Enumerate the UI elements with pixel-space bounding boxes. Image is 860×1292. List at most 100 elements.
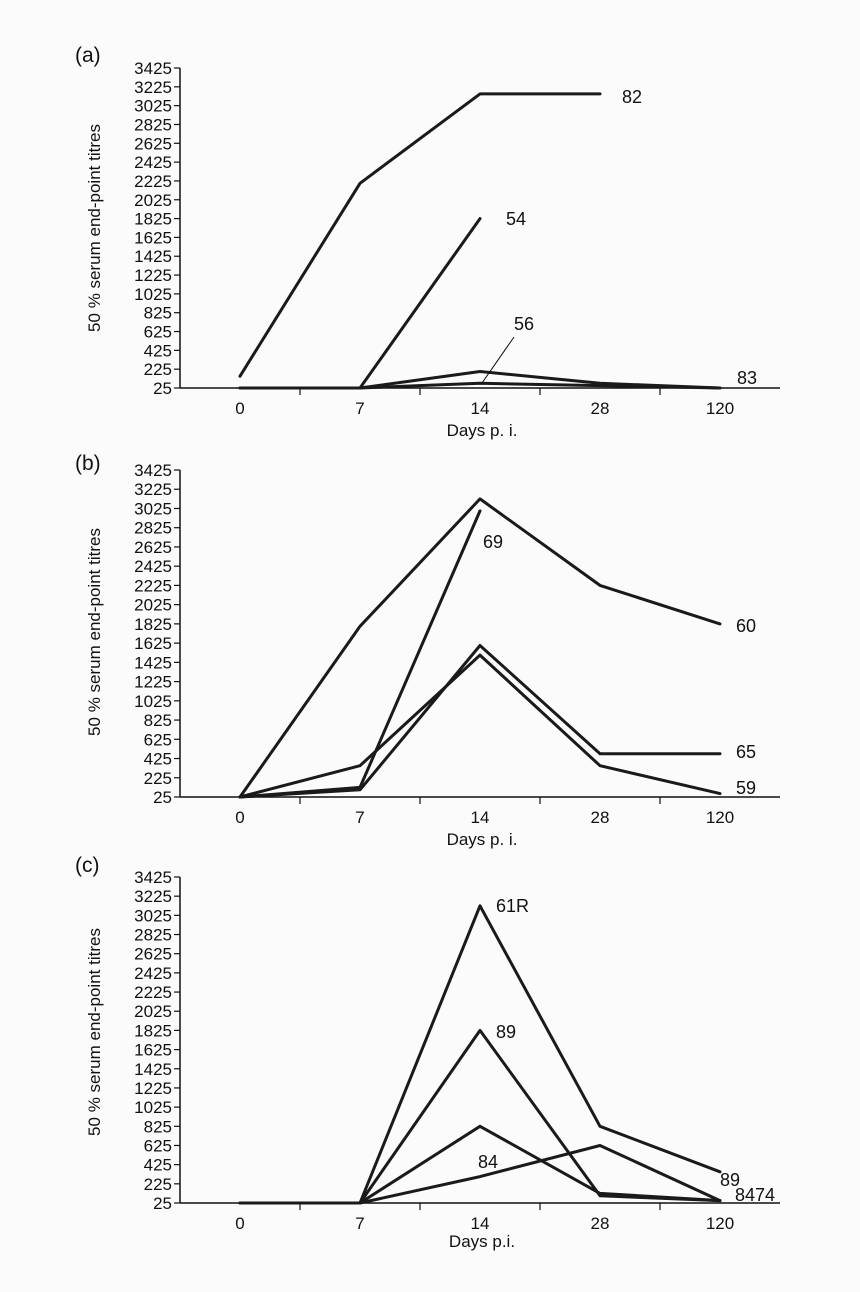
y-tick-label: 625 xyxy=(144,730,172,749)
y-tick-label: 25 xyxy=(153,1194,172,1213)
y-tick-label: 1425 xyxy=(134,653,172,672)
panel-b-lines xyxy=(238,497,722,799)
series-line-69 xyxy=(238,509,482,799)
y-tick-label: 2825 xyxy=(134,519,172,538)
y-tick-label: 1625 xyxy=(134,634,172,653)
series-line-82 xyxy=(238,92,602,378)
panel-c-y-ticks: 3425322530252825262524252225202518251625… xyxy=(134,868,180,1213)
series-label-56: 56 xyxy=(514,314,534,334)
panel-b-y-ticks: 3425322530252825262524252225202518251625… xyxy=(134,461,180,807)
series-label-61R: 61R xyxy=(496,896,529,916)
y-tick-label: 425 xyxy=(144,750,172,769)
y-tick-label: 1025 xyxy=(134,692,172,711)
panel-a-ylabel: 50 % serum end-point titres xyxy=(85,124,104,332)
x-tick-label: 7 xyxy=(355,399,364,418)
series-line-59 xyxy=(238,653,722,799)
y-tick-label: 2425 xyxy=(134,964,172,983)
series-label-54: 54 xyxy=(506,209,526,229)
y-tick-label: 25 xyxy=(153,788,172,807)
y-tick-label: 625 xyxy=(144,1136,172,1155)
x-tick-label: 14 xyxy=(471,399,490,418)
y-tick-label: 2225 xyxy=(134,576,172,595)
y-tick-label: 3225 xyxy=(134,887,172,906)
y-tick-label: 825 xyxy=(144,304,172,323)
y-tick-label: 825 xyxy=(144,711,172,730)
y-tick-label: 2025 xyxy=(134,191,172,210)
y-tick-label: 3025 xyxy=(134,97,172,116)
y-tick-label: 1025 xyxy=(134,1098,172,1117)
panel-b-x-ticks: 0 7 14 28 120 xyxy=(235,797,734,827)
y-tick-label: 2625 xyxy=(134,134,172,153)
y-tick-label: 2625 xyxy=(134,945,172,964)
y-tick-label: 25 xyxy=(153,379,172,398)
panel-a-x-ticks: 0 7 14 28 120 xyxy=(235,388,734,418)
y-tick-label: 3425 xyxy=(134,461,172,480)
panel-a-xlabel: Days p. i. xyxy=(447,421,518,440)
y-tick-label: 1625 xyxy=(134,228,172,247)
y-tick-label: 2825 xyxy=(134,926,172,945)
panel-b-ylabel: 50 % serum end-point titres xyxy=(85,528,104,736)
x-tick-label: 120 xyxy=(706,1214,734,1233)
y-tick-label: 225 xyxy=(144,1175,172,1194)
y-tick-label: 425 xyxy=(144,1156,172,1175)
series-line-60 xyxy=(238,497,722,799)
series-label-89-end: 89 xyxy=(720,1170,740,1190)
series-label-89-top: 89 xyxy=(496,1022,516,1042)
series-label-83: 83 xyxy=(737,368,757,388)
panel-c-lines xyxy=(238,904,722,1205)
y-tick-label: 2625 xyxy=(134,538,172,557)
series-label-69: 69 xyxy=(483,532,503,552)
y-tick-label: 2825 xyxy=(134,115,172,134)
y-tick-label: 1225 xyxy=(134,266,172,285)
series-line-83 xyxy=(238,381,722,390)
y-tick-label: 3425 xyxy=(134,59,172,78)
x-tick-label: 0 xyxy=(235,399,244,418)
y-tick-label: 2225 xyxy=(134,172,172,191)
x-tick-label: 28 xyxy=(591,808,610,827)
y-tick-label: 2025 xyxy=(134,596,172,615)
panel-b-label: (b) xyxy=(75,452,101,475)
panel-c-x-ticks: 0 7 14 28 120 xyxy=(235,1203,734,1233)
y-tick-label: 2225 xyxy=(134,983,172,1002)
x-tick-label: 7 xyxy=(355,808,364,827)
y-tick-label: 1225 xyxy=(134,673,172,692)
x-tick-label: 14 xyxy=(471,1214,490,1233)
y-tick-label: 1425 xyxy=(134,247,172,266)
series-56-leader xyxy=(481,336,515,384)
series-line-54 xyxy=(358,217,482,390)
panel-a-lines xyxy=(238,92,722,390)
y-tick-label: 225 xyxy=(144,769,172,788)
series-label-84: 84 xyxy=(478,1152,498,1172)
y-tick-label: 1825 xyxy=(134,615,172,634)
panel-a: (a) 50 % serum end-point titres Days p. … xyxy=(75,44,780,440)
series-label-65: 65 xyxy=(736,742,756,762)
y-tick-label: 625 xyxy=(144,323,172,342)
y-tick-label: 1225 xyxy=(134,1079,172,1098)
y-tick-label: 2025 xyxy=(134,1002,172,1021)
x-tick-label: 120 xyxy=(706,399,734,418)
series-line-89 xyxy=(238,1028,722,1205)
y-tick-label: 3225 xyxy=(134,480,172,499)
series-label-82: 82 xyxy=(622,87,642,107)
panel-c-ylabel: 50 % serum end-point titres xyxy=(85,928,104,1136)
x-tick-label: 120 xyxy=(706,808,734,827)
y-tick-label: 1825 xyxy=(134,210,172,229)
y-tick-label: 3025 xyxy=(134,906,172,925)
y-tick-label: 2425 xyxy=(134,557,172,576)
x-tick-label: 7 xyxy=(355,1214,364,1233)
panel-a-label: (a) xyxy=(75,44,101,67)
y-tick-label: 3225 xyxy=(134,78,172,97)
x-tick-label: 0 xyxy=(235,808,244,827)
x-tick-label: 14 xyxy=(471,808,490,827)
panel-c-label: (c) xyxy=(75,854,100,877)
y-tick-label: 1625 xyxy=(134,1041,172,1060)
y-tick-label: 3025 xyxy=(134,499,172,518)
x-tick-label: 28 xyxy=(591,399,610,418)
x-tick-label: 28 xyxy=(591,1214,610,1233)
y-tick-label: 1825 xyxy=(134,1021,172,1040)
series-label-59: 59 xyxy=(736,778,756,798)
panel-a-y-ticks: 3425322530252825262524252225202518251625… xyxy=(134,59,180,398)
series-label-8474: 8474 xyxy=(735,1185,775,1205)
series-label-60: 60 xyxy=(736,616,756,636)
y-tick-label: 1025 xyxy=(134,285,172,304)
